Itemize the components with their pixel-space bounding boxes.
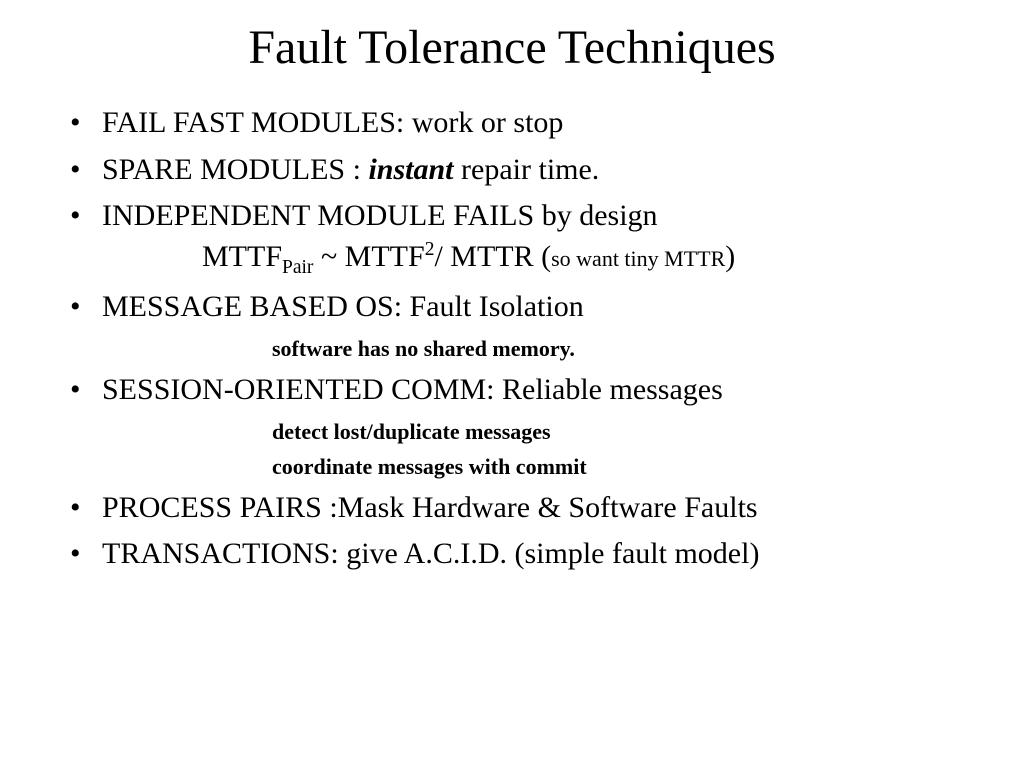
bullet-item: TRANSACTIONS: give A.C.I.D. (simple faul… <box>70 534 974 575</box>
bullet-text: SESSION-ORIENTED COMM: Reliable messages <box>102 373 723 406</box>
bullet-subnote: software has no shared memory. <box>102 335 974 364</box>
bullet-item: SPARE MODULES : instant repair time. <box>70 150 974 191</box>
bullet-item: MESSAGE BASED OS: Fault Isolation softwa… <box>70 287 974 364</box>
bullet-list: FAIL FAST MODULES: work or stop SPARE MO… <box>50 103 974 575</box>
bullet-text: PROCESS PAIRS :Mask Hardware & Software … <box>102 491 758 524</box>
bullet-item: PROCESS PAIRS :Mask Hardware & Software … <box>70 488 974 529</box>
bullet-text: repair time. <box>454 153 600 186</box>
bullet-item: SESSION-ORIENTED COMM: Reliable messages… <box>70 370 974 482</box>
bullet-subline: MTTFPair ~ MTTF2/ MTTR (so want tiny MTT… <box>102 237 974 281</box>
formula-superscript: 2 <box>425 239 435 260</box>
slide-title: Fault Tolerance Techniques <box>50 20 974 75</box>
bullet-emphasis: instant <box>368 153 453 186</box>
formula-part: ) <box>725 240 735 273</box>
bullet-item: INDEPENDENT MODULE FAILS by design MTTFP… <box>70 196 974 281</box>
formula-part: / MTTR ( <box>434 240 551 273</box>
formula-note: so want tiny MTTR <box>551 246 725 271</box>
formula-subscript: Pair <box>282 257 313 278</box>
bullet-text: FAIL FAST MODULES: work or stop <box>102 106 563 139</box>
bullet-text: MESSAGE BASED OS: Fault Isolation <box>102 290 584 323</box>
bullet-text: TRANSACTIONS: give A.C.I.D. (simple faul… <box>102 537 759 570</box>
formula-part: MTTF <box>202 240 282 273</box>
formula-part: ~ MTTF <box>313 240 424 273</box>
bullet-text: INDEPENDENT MODULE FAILS by design <box>102 199 658 232</box>
bullet-item: FAIL FAST MODULES: work or stop <box>70 103 974 144</box>
bullet-subnote: detect lost/duplicate messages <box>102 418 974 447</box>
bullet-text: SPARE MODULES : <box>102 153 368 186</box>
bullet-subnote: coordinate messages with commit <box>102 453 974 482</box>
